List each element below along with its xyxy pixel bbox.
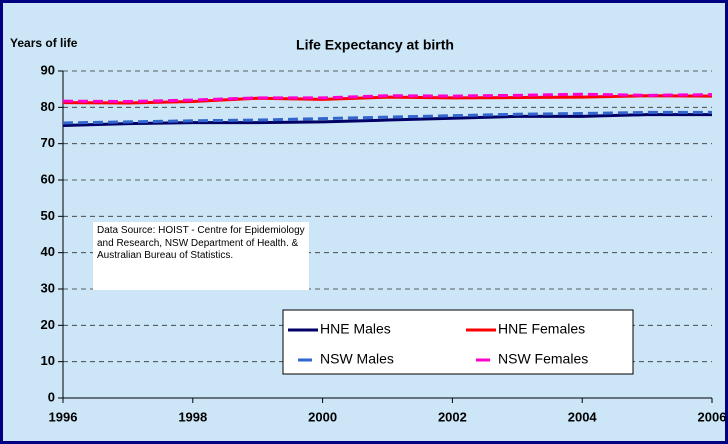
line-series bbox=[62, 110, 712, 125]
legend-label: NSW Females bbox=[498, 351, 588, 367]
y-tick-label: 70 bbox=[41, 135, 55, 150]
y-tick-label: 50 bbox=[41, 208, 55, 223]
y-tick-label: 30 bbox=[41, 280, 55, 295]
legend-label: HNE Females bbox=[498, 321, 585, 337]
legend-box bbox=[282, 309, 634, 375]
line-series bbox=[62, 113, 712, 127]
y-tick-label: 20 bbox=[41, 317, 55, 332]
annotation: Data Source: HOIST - Centre for Epidemio… bbox=[93, 222, 309, 290]
legend-label: HNE Males bbox=[320, 321, 391, 337]
line-series bbox=[62, 92, 713, 104]
x-tick-label: 2006 bbox=[698, 409, 727, 424]
y-tick-label: 90 bbox=[41, 62, 55, 77]
x-tick-label: 1996 bbox=[49, 409, 78, 424]
y-tick-label: 10 bbox=[41, 353, 55, 368]
y-tick-label: 60 bbox=[41, 171, 55, 186]
legend-label: NSW Males bbox=[320, 351, 394, 367]
x-tick-label: 2004 bbox=[568, 409, 598, 424]
y-axis-label: Years of life bbox=[10, 36, 78, 50]
y-tick-label: 0 bbox=[48, 389, 55, 404]
x-tick-label: 2002 bbox=[438, 409, 467, 424]
y-tick-label: 40 bbox=[41, 244, 55, 259]
x-tick-label: 1998 bbox=[178, 409, 207, 424]
chart-title: Life Expectancy at birth bbox=[296, 37, 454, 53]
x-tick-label: 2000 bbox=[308, 409, 337, 424]
y-tick-label: 80 bbox=[41, 99, 55, 114]
